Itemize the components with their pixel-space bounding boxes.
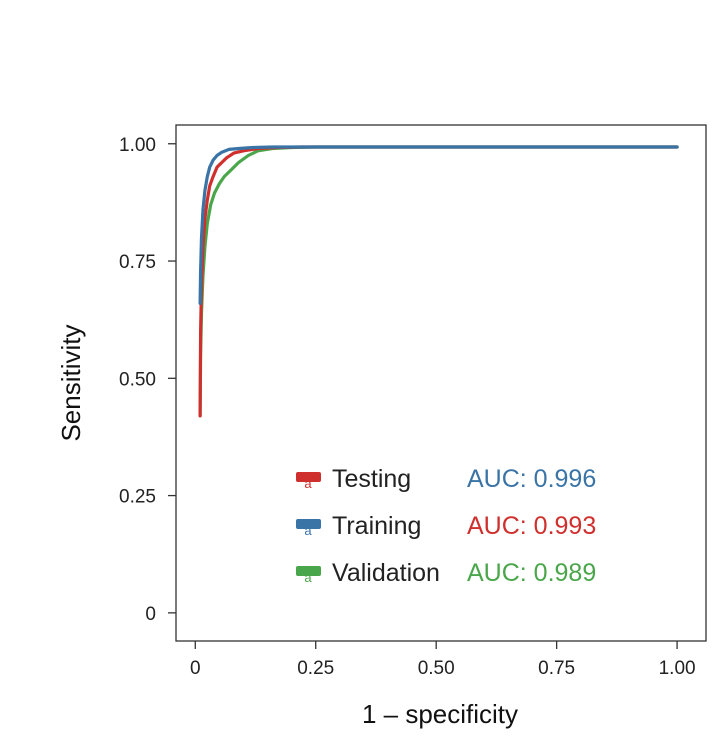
auc-value-training: AUC: 0.993 [467,512,596,540]
y-axis-title: Sensitivity [56,324,86,441]
roc-curve-testing [198,145,679,418]
auc-value-testing: AUC: 0.996 [467,465,596,493]
y-tick-label: 0.25 [119,487,156,508]
legend-label-testing: Testing [332,465,411,493]
y-tick-label: 0.50 [119,369,156,390]
legend-label-validation: Validation [332,559,440,587]
roc-curve-validation [198,145,679,418]
x-tick-label: 0 [190,658,201,679]
x-tick-label: 0.25 [297,658,334,679]
y-tick-label: 0 [145,604,156,625]
axis-ticks: 0 0.25 0.50 0.75 1.00 0 0.25 0.50 0.75 1.00 [119,135,696,679]
legend-swatch-testing [296,472,321,482]
roc-curves [198,145,679,418]
x-tick-label: 0.75 [538,658,575,679]
y-tick-label: 0.75 [119,252,156,273]
plot-frame [175,124,707,642]
y-tick-label: 1.00 [119,135,156,156]
legend-label-training: Training [332,512,421,540]
legend-glyph-validation: a [304,570,312,585]
legend: a Testing AUC: 0.996 a Training AUC: 0.993 a Va… [296,465,596,587]
legend-swatch-training [296,519,321,529]
legend-swatch-validation [296,566,321,576]
legend-glyph-testing: a [304,476,312,491]
roc-curve-training [198,145,679,305]
x-tick-label: 1.00 [659,658,696,679]
x-axis-title: 1 – specificity [362,699,518,729]
auc-value-validation: AUC: 0.989 [467,559,596,587]
x-tick-label: 0.50 [418,658,455,679]
legend-glyph-training: a [304,523,312,538]
